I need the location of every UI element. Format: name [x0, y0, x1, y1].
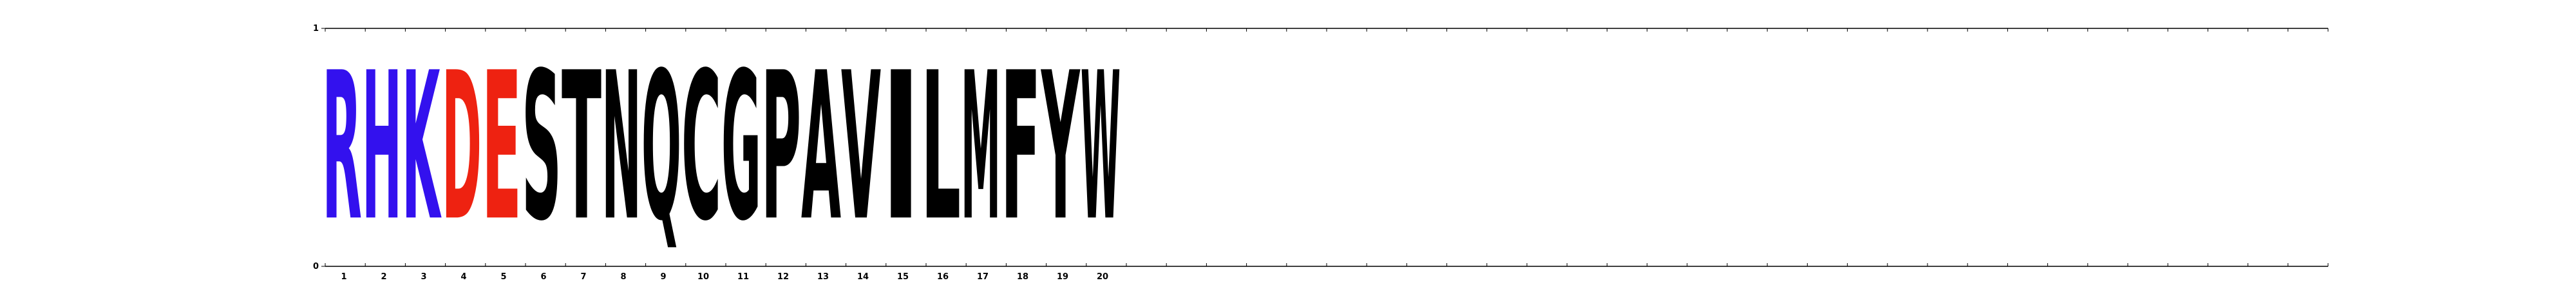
logo-letter-S: S — [522, 28, 562, 266]
logo-letter-I: I — [881, 30, 921, 266]
logo-letter-N: N — [601, 29, 641, 266]
logo-letter-E: E — [482, 29, 522, 266]
x-tick-label-15: 15 — [897, 272, 909, 282]
logo-letter-H: H — [362, 29, 402, 266]
y-tick-label-1: 1 — [313, 24, 319, 34]
x-tick-label-13: 13 — [817, 272, 829, 282]
x-tick-label-19: 19 — [1057, 272, 1068, 282]
x-tick-label-6: 6 — [540, 272, 546, 282]
x-tick-label-17: 17 — [977, 272, 989, 282]
x-tick-label-4: 4 — [460, 272, 466, 282]
x-tick-label-11: 11 — [737, 272, 749, 282]
logo-letter-Q: Q — [641, 29, 681, 266]
logo-letter-A: A — [801, 29, 841, 266]
x-tick-label-1: 1 — [341, 272, 346, 282]
logo-letter-K: K — [402, 30, 442, 266]
x-tick-label-7: 7 — [580, 272, 586, 282]
logo-letter-V: V — [841, 29, 881, 266]
logo-letter-C: C — [681, 30, 721, 266]
y-ticks-layer: 0 1 — [313, 24, 319, 271]
x-tick-label-8: 8 — [620, 272, 626, 282]
x-tick-label-12: 12 — [777, 272, 789, 282]
x-tick-label-3: 3 — [421, 272, 426, 282]
x-tick-label-18: 18 — [1017, 272, 1028, 282]
x-tick-label-10: 10 — [697, 272, 709, 282]
logo-letter-W: W — [1081, 30, 1121, 266]
x-tick-label-16: 16 — [937, 272, 949, 282]
logo-letter-L: L — [921, 29, 961, 266]
logo-letter-G: G — [721, 30, 761, 266]
y-tick-label-0: 0 — [313, 262, 319, 271]
x-tick-label-20: 20 — [1097, 272, 1108, 282]
logo-letter-P: P — [761, 30, 801, 266]
logo-letter-R: R — [322, 29, 362, 266]
x-tick-label-5: 5 — [500, 272, 506, 282]
x-ticks-layer: 1 2 3 4 5 6 7 8 9 10 11 12 13 14 15 16 17 18 19 20 — [341, 272, 1108, 282]
logo-letter-D: D — [442, 30, 482, 266]
logo-letter-T: T — [562, 29, 601, 266]
x-tick-label-14: 14 — [857, 272, 869, 282]
logo-letter-F: F — [1001, 29, 1041, 266]
axes-layer — [321, 28, 2329, 267]
logo-letter-M: M — [961, 29, 1001, 266]
x-tick-label-2: 2 — [381, 272, 386, 282]
x-tick-label-9: 9 — [660, 272, 666, 282]
logo-letter-Y: Y — [1041, 30, 1081, 266]
